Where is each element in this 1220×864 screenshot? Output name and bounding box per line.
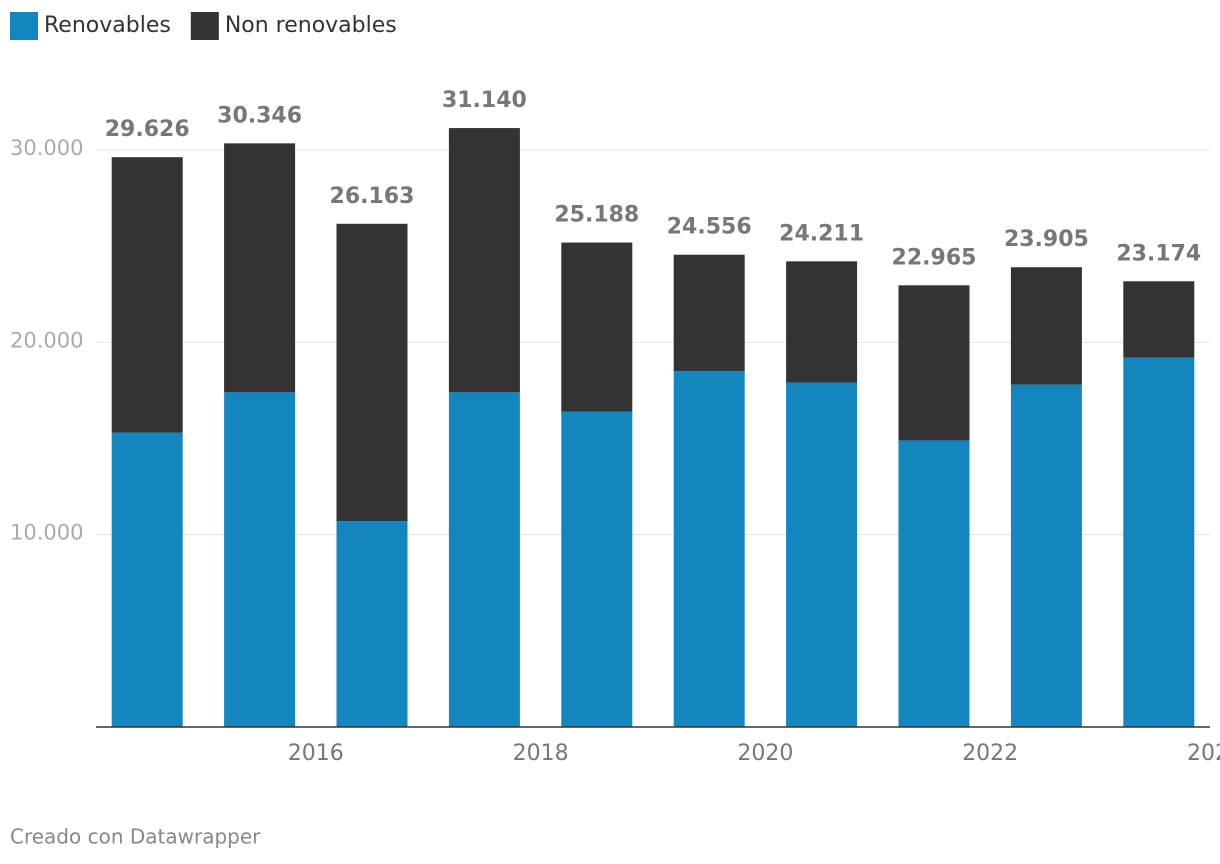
bar-segment [898,285,970,441]
bar-segment [336,521,408,727]
legend-label: Non renovables [225,13,397,38]
total-label: 25.188 [554,203,639,228]
bar-segment [786,382,858,727]
total-label: 31.140 [442,88,527,113]
bar-segment [336,223,408,522]
total-label: 23.174 [1116,241,1201,266]
total-label: 22.965 [892,245,977,270]
bar-segment [786,261,858,383]
total-label: 29.626 [105,117,190,142]
bar-segment [673,371,745,727]
bar-segment [561,411,633,727]
y-tick-label: 30.000 [10,136,83,160]
bar-segment [224,143,296,393]
bar-segment [111,432,183,727]
total-label: 23.905 [1004,227,1089,252]
total-label: 26.163 [330,184,415,209]
bar-segment [673,254,745,372]
bar-segment [898,440,970,727]
x-tick-label: 2018 [513,741,569,766]
bar-segment [1123,357,1195,727]
y-tick-label: 10.000 [10,521,83,545]
total-label: 24.556 [667,215,752,240]
y-tick-label: 20.000 [10,328,83,352]
legend-swatch [190,12,219,40]
x-tick-label: 2020 [737,741,793,766]
total-label: 24.211 [779,221,864,246]
bar-segment [224,392,296,727]
bar-segment [111,157,183,433]
bar-segment [1010,267,1082,385]
bar-segment [448,392,520,727]
bar-segment [1010,384,1082,727]
bar-segment [1123,281,1195,358]
bar-segment [448,128,520,393]
legend-label: Renovables [44,13,171,38]
bar-segment [561,242,633,412]
footer: Creado con Datawrapper [10,825,261,849]
x-tick-label: 2022 [962,741,1018,766]
total-label: 30.346 [217,103,302,128]
x-tick-label: 2016 [288,741,344,766]
legend-swatch [10,12,38,40]
